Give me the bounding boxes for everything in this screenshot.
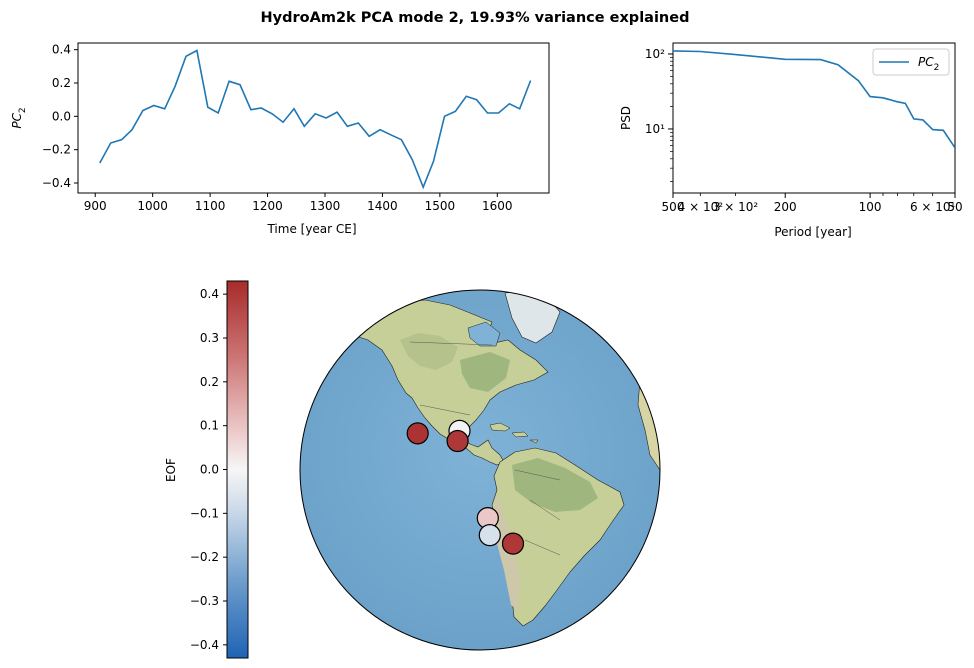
andes-region <box>492 495 520 610</box>
psd-y-axis-label: PSD <box>619 106 633 130</box>
pc2-y-tick-label: −0.4 <box>42 176 71 190</box>
psd-x-tick-label: 200 <box>774 200 797 214</box>
psd-y-ticks: 10¹ 10² <box>645 47 673 182</box>
colorbar-gradient <box>226 280 249 659</box>
psd-x-tick-label: 50 <box>947 200 962 214</box>
colorbar-label: EOF <box>164 458 178 482</box>
colorbar-tick-label: −0.4 <box>190 638 219 652</box>
site-marker-2[interactable] <box>406 422 429 445</box>
pc2-x-tick-label: 1400 <box>367 199 398 213</box>
psd-series-line <box>673 50 955 149</box>
pc2-y-tick-label: 0.4 <box>52 43 71 57</box>
colorbar-tick-label: 0.3 <box>200 331 219 345</box>
eof-colorbar: −0.4 −0.3 −0.2 −0.1 0.0 0.1 0.2 0.3 0.4 EOF <box>164 280 249 659</box>
psd-y-tick-label: 10² <box>645 47 665 61</box>
psd-x-minor-tick-label: 3 × 10² <box>713 200 759 214</box>
pc2-y-axis-label: PC2 <box>10 107 28 128</box>
pc2-x-tick-label: 1300 <box>310 199 341 213</box>
colorbar-tick-label: 0.1 <box>200 419 219 433</box>
psd-x-tick-label: 500 <box>662 200 685 214</box>
caribbean-islands <box>489 422 539 444</box>
site-markers <box>406 419 525 555</box>
amazon-region <box>512 458 598 512</box>
figure-title: HydroAm2k PCA mode 2, 19.93% variance ex… <box>261 10 690 26</box>
globe-outline <box>299 289 661 651</box>
psd-x-axis-label: Period [year] <box>774 225 851 239</box>
pc2-x-tick-label: 1600 <box>482 199 513 213</box>
colorbar-tick-label: 0.0 <box>200 463 219 477</box>
colorbar-tick-label: 0.4 <box>200 287 219 301</box>
pc2-x-tick-label: 900 <box>84 199 107 213</box>
pc2-y-ticks: −0.4 −0.2 0.0 0.2 0.4 <box>42 43 78 190</box>
site-marker-3[interactable] <box>446 429 469 453</box>
pc2-series-line <box>99 49 532 190</box>
pc2-y-tick-label: 0.0 <box>52 109 71 123</box>
orthographic-map <box>299 289 661 651</box>
pc2-plot-frame <box>77 42 550 194</box>
psd-legend-label: PC2 <box>918 55 939 73</box>
pc2-x-tick-label: 1200 <box>252 199 283 213</box>
psd-x-tick-label: 100 <box>859 200 882 214</box>
psd-x-minor-tick-label: 6 × 10¹ <box>910 200 956 214</box>
psd-legend: PC2 <box>872 48 950 76</box>
site-marker-5[interactable] <box>478 523 501 547</box>
pc2-x-tick-label: 1100 <box>195 199 226 213</box>
psd-x-minor-tick-label: 4 × 10² <box>678 200 724 214</box>
pc2-timeseries-chart: 900 1000 1100 1200 1300 1400 1500 1600 −0.4 −0.2… <box>10 42 550 236</box>
psd-plot-frame <box>672 42 956 194</box>
site-marker-6[interactable] <box>501 532 525 555</box>
colorbar-tick-label: −0.3 <box>190 594 219 608</box>
hudson-bay <box>467 321 501 347</box>
colorbar-tick-label: −0.1 <box>190 506 219 520</box>
colorbar-tick-label: 0.2 <box>200 375 219 389</box>
country-borders <box>409 341 561 556</box>
pc2-x-tick-label: 1000 <box>137 199 168 213</box>
pc2-y-tick-label: −0.2 <box>42 143 71 157</box>
pc2-x-tick-label: 1500 <box>425 199 456 213</box>
north-america-green-east <box>460 352 510 392</box>
psd-y-tick-label: 10¹ <box>645 122 665 136</box>
colorbar-ticks: −0.4 −0.3 −0.2 −0.1 0.0 0.1 0.2 0.3 0.4 <box>190 287 227 652</box>
colorbar-tick-label: −0.2 <box>190 550 219 564</box>
pc2-x-ticks: 900 1000 1100 1200 1300 1400 1500 1600 <box>84 193 513 213</box>
pc2-y-tick-label: 0.2 <box>52 76 71 90</box>
pc2-x-axis-label: Time [year CE] <box>266 222 356 236</box>
